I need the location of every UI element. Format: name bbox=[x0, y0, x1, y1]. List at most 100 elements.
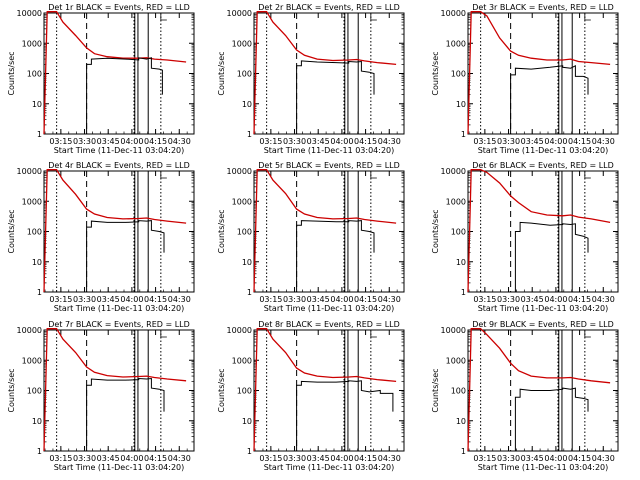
x-tick-label: 03:30 bbox=[73, 137, 96, 146]
y-tick-label: 10000 bbox=[227, 167, 252, 176]
x-tick-label: 03:30 bbox=[73, 454, 96, 463]
lld-series-line bbox=[43, 328, 187, 452]
y-axis-label: Counts/sec bbox=[217, 209, 226, 253]
plot-frame bbox=[467, 170, 619, 293]
y-tick-label: 10000 bbox=[227, 326, 252, 335]
events-series-line bbox=[47, 377, 165, 452]
y-tick-label: 1 bbox=[37, 447, 42, 456]
y-tick-label: 1 bbox=[37, 130, 42, 139]
y-tick-label: 100 bbox=[27, 70, 42, 79]
detector-panel: Det 9r BLACK = Events, RED = LLD 1 10 100 10… bbox=[431, 320, 619, 472]
x-tick-label: 04:00 bbox=[544, 454, 567, 463]
events-series-line bbox=[257, 220, 375, 293]
detector-panel: Det 3r BLACK = Events, RED = LLD 1 10 100 10… bbox=[431, 3, 619, 155]
corner-marker bbox=[584, 331, 591, 338]
y-tick-label: 1 bbox=[461, 288, 466, 297]
x-tick-label: 03:45 bbox=[97, 454, 120, 463]
y-tick-label: 10000 bbox=[441, 326, 466, 335]
x-tick-label: 03:15 bbox=[473, 295, 496, 304]
x-tick-label: 03:15 bbox=[259, 295, 282, 304]
x-tick-label: 03:15 bbox=[49, 295, 72, 304]
y-tick-label: 100 bbox=[451, 70, 466, 79]
y-axis-label: Counts/sec bbox=[431, 51, 440, 95]
plot-frame bbox=[253, 170, 405, 293]
panel-title: Det 2r BLACK = Events, RED = LLD bbox=[258, 3, 400, 12]
plot-frame bbox=[253, 329, 405, 452]
x-tick-label: 03:30 bbox=[283, 454, 306, 463]
events-series-line bbox=[47, 220, 165, 293]
y-tick-label: 10 bbox=[456, 258, 466, 267]
detector-panel: Det 8r BLACK = Events, RED = LLD 1 10 100 10… bbox=[217, 320, 405, 472]
y-tick-label: 100 bbox=[237, 70, 252, 79]
y-tick-label: 1 bbox=[247, 447, 252, 456]
x-tick-label: 03:15 bbox=[259, 454, 282, 463]
x-tick-label: 04:15 bbox=[354, 295, 377, 304]
x-tick-label: 03:45 bbox=[307, 295, 330, 304]
panel-title: Det 5r BLACK = Events, RED = LLD bbox=[258, 161, 400, 170]
lld-series-line bbox=[253, 11, 397, 135]
corner-marker bbox=[160, 14, 167, 21]
y-axis-label: Counts/sec bbox=[7, 368, 16, 412]
plot-frame bbox=[467, 12, 619, 135]
corner-marker bbox=[370, 331, 377, 338]
y-tick-label: 1 bbox=[247, 130, 252, 139]
x-axis-label: Start Time (11-Dec-11 03:04:20) bbox=[478, 304, 609, 313]
x-tick-label: 04:00 bbox=[120, 137, 143, 146]
y-tick-label: 100 bbox=[27, 228, 42, 237]
y-tick-label: 100 bbox=[237, 228, 252, 237]
x-axis-label: Start Time (11-Dec-11 03:04:20) bbox=[54, 304, 185, 313]
y-tick-label: 10000 bbox=[227, 9, 252, 18]
y-tick-label: 100 bbox=[451, 228, 466, 237]
corner-marker bbox=[370, 14, 377, 21]
lld-series-line bbox=[467, 328, 611, 452]
x-tick-label: 04:15 bbox=[354, 454, 377, 463]
y-tick-label: 1000 bbox=[22, 39, 42, 48]
x-tick-label: 04:15 bbox=[144, 454, 167, 463]
x-tick-label: 04:15 bbox=[568, 295, 591, 304]
x-tick-label: 03:45 bbox=[521, 295, 544, 304]
y-tick-label: 1000 bbox=[232, 39, 252, 48]
lld-series-line bbox=[467, 11, 611, 135]
y-tick-label: 10 bbox=[32, 417, 42, 426]
plot-frame bbox=[43, 170, 195, 293]
y-tick-label: 10 bbox=[32, 258, 42, 267]
x-tick-label: 04:00 bbox=[120, 295, 143, 304]
x-tick-label: 03:30 bbox=[73, 295, 96, 304]
x-tick-label: 03:15 bbox=[473, 454, 496, 463]
events-series-line bbox=[471, 64, 589, 135]
y-tick-label: 1000 bbox=[22, 197, 42, 206]
detector-panel: Det 7r BLACK = Events, RED = LLD 1 10 100 10… bbox=[7, 320, 195, 472]
y-axis-label: Counts/sec bbox=[217, 368, 226, 412]
x-tick-label: 03:45 bbox=[307, 137, 330, 146]
x-tick-label: 04:15 bbox=[354, 137, 377, 146]
x-axis-label: Start Time (11-Dec-11 03:04:20) bbox=[264, 463, 395, 472]
y-tick-label: 1000 bbox=[232, 197, 252, 206]
x-tick-label: 04:30 bbox=[168, 137, 191, 146]
x-tick-label: 04:30 bbox=[592, 454, 615, 463]
x-tick-label: 04:30 bbox=[592, 137, 615, 146]
y-tick-label: 10000 bbox=[17, 326, 42, 335]
detector-panel: Det 4r BLACK = Events, RED = LLD 1 10 100 10… bbox=[7, 161, 195, 313]
x-tick-label: 04:30 bbox=[378, 454, 401, 463]
x-tick-label: 04:30 bbox=[378, 295, 401, 304]
y-tick-label: 1 bbox=[37, 288, 42, 297]
panel-title: Det 3r BLACK = Events, RED = LLD bbox=[472, 3, 614, 12]
y-tick-label: 1000 bbox=[446, 356, 466, 365]
y-tick-label: 10 bbox=[456, 417, 466, 426]
x-tick-label: 04:30 bbox=[168, 454, 191, 463]
x-axis-label: Start Time (11-Dec-11 03:04:20) bbox=[264, 146, 395, 155]
x-tick-label: 04:00 bbox=[330, 295, 353, 304]
y-tick-label: 10000 bbox=[441, 9, 466, 18]
x-tick-label: 04:30 bbox=[168, 295, 191, 304]
detector-panel: Det 1r BLACK = Events, RED = LLD 1 10 100 10… bbox=[7, 3, 195, 155]
y-axis-label: Counts/sec bbox=[431, 209, 440, 253]
y-axis-label: Counts/sec bbox=[7, 209, 16, 253]
x-tick-label: 03:45 bbox=[521, 137, 544, 146]
y-tick-label: 10 bbox=[456, 100, 466, 109]
x-tick-label: 04:00 bbox=[120, 454, 143, 463]
panel-title: Det 8r BLACK = Events, RED = LLD bbox=[258, 320, 400, 329]
x-tick-label: 03:30 bbox=[497, 454, 520, 463]
y-tick-label: 1000 bbox=[22, 356, 42, 365]
x-tick-label: 03:45 bbox=[521, 454, 544, 463]
y-tick-label: 10 bbox=[242, 258, 252, 267]
